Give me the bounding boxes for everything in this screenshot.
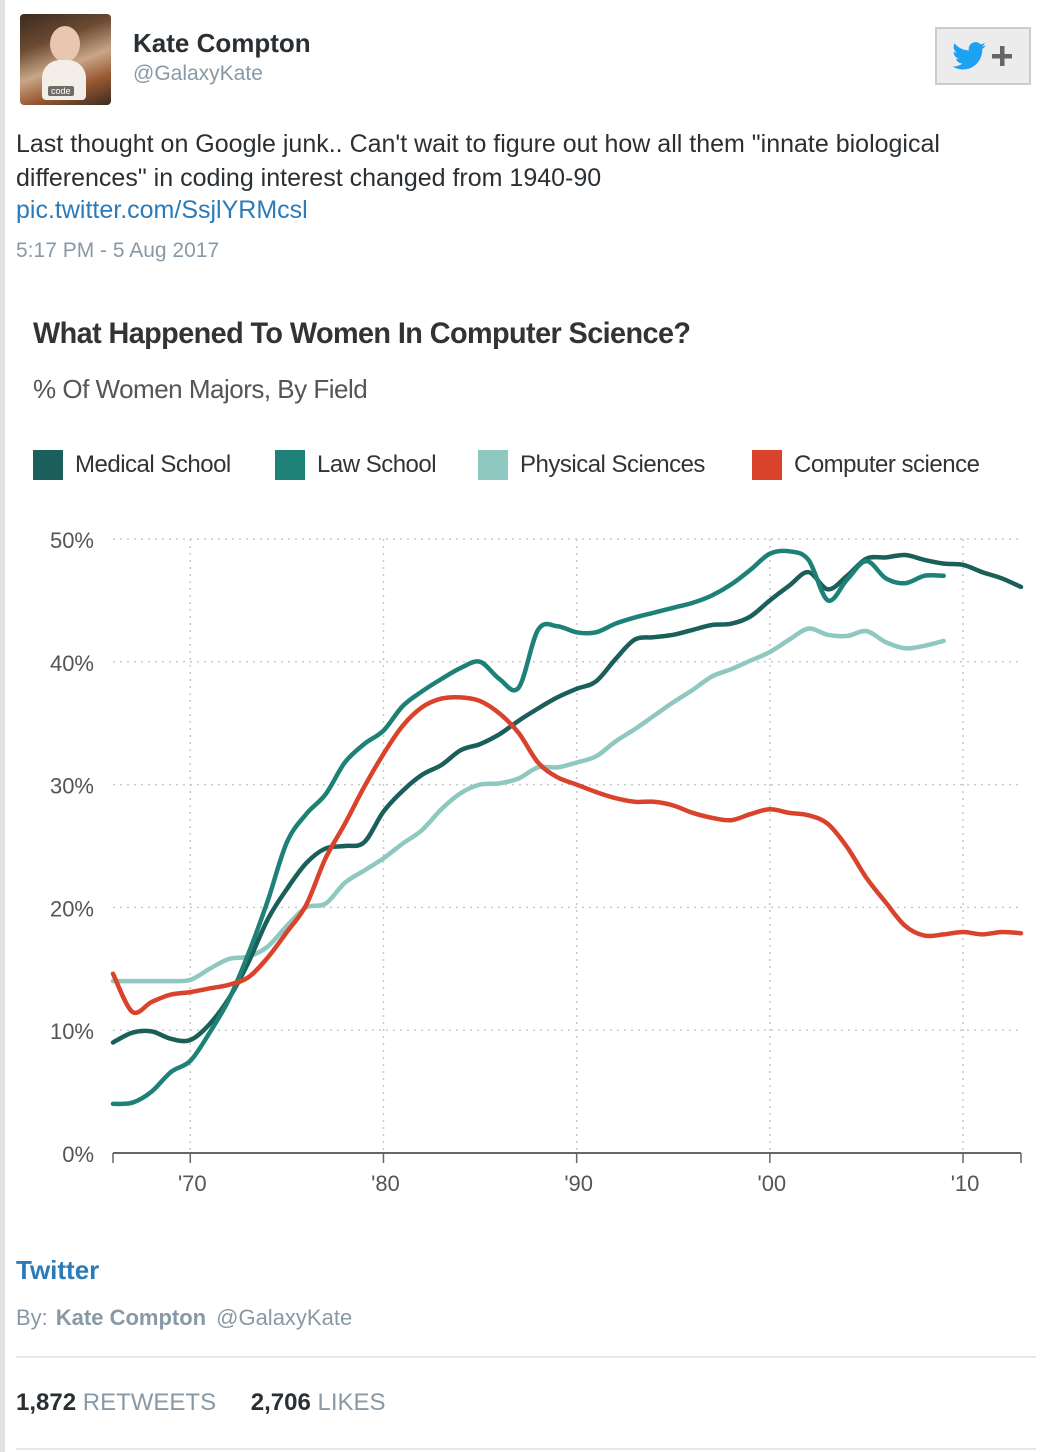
retweets-count: 1,872 <box>16 1389 77 1416</box>
twitter-bird-icon <box>952 42 986 70</box>
legend-label: Medical School <box>75 451 231 478</box>
byline-author-handle[interactable]: @GalaxyKate <box>216 1305 353 1330</box>
embed-source-link[interactable]: Twitter <box>16 1255 100 1285</box>
tweet-stats: 1,872 RETWEETS 2,706 LIKES <box>16 1389 414 1417</box>
retweets-label: RETWEETS <box>82 1389 217 1416</box>
y-axis: 0% 10% 20% 30% 40% 50% <box>50 528 94 1167</box>
series-line-computer-science <box>110 694 1024 1016</box>
x-tick-label: '80 <box>371 1171 400 1196</box>
legend-item-medical-school: Medical School <box>33 450 231 480</box>
legend-swatch <box>752 450 782 480</box>
legend-swatch <box>275 450 305 480</box>
author-avatar[interactable]: code <box>20 14 111 105</box>
page-left-border <box>0 0 5 1452</box>
series-line-medical-school <box>110 552 1024 1045</box>
x-tick-label: '00 <box>758 1171 787 1196</box>
chart-title: What Happened To Women In Computer Scien… <box>33 317 691 350</box>
retweets-stat[interactable]: 1,872 RETWEETS <box>16 1389 216 1417</box>
legend-label: Physical Sciences <box>520 451 705 478</box>
legend-label: Law School <box>317 451 437 478</box>
likes-count: 2,706 <box>250 1389 311 1416</box>
legend-item-computer-science: Computer science <box>752 450 980 480</box>
series-line-physical-sciences <box>110 626 946 984</box>
chart-subtitle: % Of Women Majors, By Field <box>33 374 368 404</box>
y-tick-label: 30% <box>50 774 94 799</box>
byline-prefix: By: <box>16 1305 48 1330</box>
likes-stat[interactable]: 2,706 LIKES <box>251 1389 386 1417</box>
y-tick-label: 50% <box>50 528 94 553</box>
chart-grid <box>113 538 1021 1153</box>
x-axis: '70 '80 '90 '00 '10 <box>112 1152 1022 1196</box>
chart-series <box>110 548 1024 1107</box>
y-tick-label: 40% <box>50 651 94 676</box>
likes-label: LIKES <box>317 1389 386 1416</box>
legend-item-law-school: Law School <box>275 450 437 480</box>
series-line-law-school <box>110 548 946 1107</box>
avatar-face <box>50 26 80 62</box>
x-tick-label: '70 <box>178 1171 207 1196</box>
legend-swatch <box>33 450 63 480</box>
author-name[interactable]: Kate Compton <box>133 28 311 58</box>
y-tick-label: 20% <box>50 896 94 921</box>
x-tick-label: '10 <box>951 1171 980 1196</box>
legend-swatch <box>478 450 508 480</box>
follow-button[interactable] <box>935 27 1031 85</box>
y-tick-label: 0% <box>62 1142 94 1167</box>
line-chart: 0% 10% 20% 30% 40% 50% '70 '80 '90 '00 '10 <box>50 528 1024 1196</box>
embed-byline: By: Kate Compton @GalaxyKate <box>16 1305 352 1331</box>
tweet-media-link[interactable]: pic.twitter.com/SsjlYRMcsl <box>16 196 308 224</box>
avatar-caption: code <box>48 86 74 96</box>
y-tick-label: 10% <box>50 1019 94 1044</box>
tweet-text: Last thought on Google junk.. Can't wait… <box>16 130 940 192</box>
x-tick-label: '90 <box>564 1171 593 1196</box>
author-handle[interactable]: @GalaxyKate <box>133 62 263 85</box>
divider <box>16 1448 1036 1450</box>
tweet-timestamp[interactable]: 5:17 PM - 5 Aug 2017 <box>16 239 220 262</box>
legend-label: Computer science <box>794 451 980 478</box>
legend-item-physical-sciences: Physical Sciences <box>478 450 705 480</box>
byline-author-name[interactable]: Kate Compton <box>55 1305 207 1330</box>
divider <box>16 1356 1036 1358</box>
plus-icon <box>992 46 1012 66</box>
